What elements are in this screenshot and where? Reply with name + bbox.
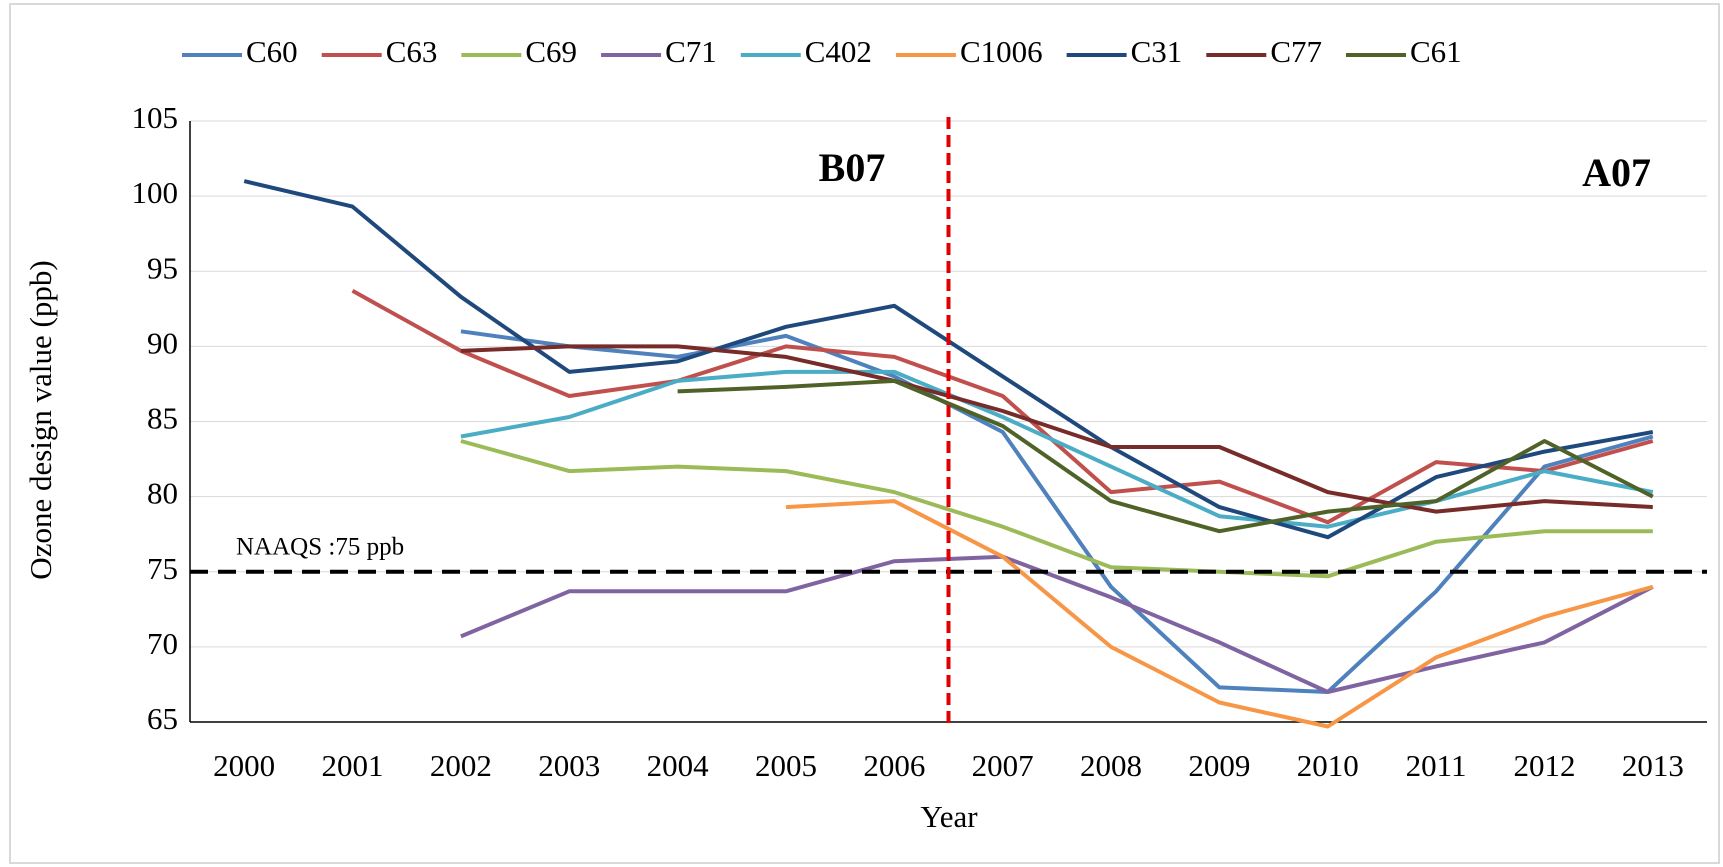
reference-label: NAAQS :75 ppb (236, 533, 404, 560)
y-tick-label: 85 (147, 401, 178, 436)
x-tick-label: 2003 (538, 748, 600, 783)
y-tick-label: 105 (132, 100, 179, 135)
annotation: B07 (819, 145, 886, 190)
legend-label: C61 (1410, 34, 1462, 69)
x-axis-title: Year (920, 799, 978, 834)
y-tick-label: 70 (147, 626, 178, 661)
series-line (460, 369, 1654, 529)
series-line (785, 499, 1654, 729)
annotation: A07 (1582, 150, 1651, 195)
x-tick-label: 2010 (1297, 748, 1359, 783)
series-line (460, 554, 1654, 694)
chart-frame (9, 3, 1720, 864)
series-line (460, 344, 1653, 514)
x-tick-label: 2013 (1622, 748, 1684, 783)
legend-label: C402 (805, 34, 872, 69)
x-tick-label: 2005 (755, 748, 817, 783)
series-line (460, 439, 1653, 579)
x-tick-label: 2000 (213, 748, 275, 783)
x-tick-label: 2002 (430, 748, 492, 783)
x-tick-label: 2008 (1080, 748, 1142, 783)
series-line (677, 378, 1654, 534)
legend-label: C60 (246, 34, 298, 69)
y-tick-label: 75 (147, 551, 178, 586)
x-tick-label: 2009 (1188, 748, 1250, 783)
y-axis-title: Ozone design value (ppb) (23, 260, 58, 579)
y-tick-label: 65 (147, 701, 178, 736)
x-tick-label: 2011 (1406, 748, 1467, 783)
legend-label: C1006 (960, 34, 1043, 69)
y-tick-label: 90 (147, 325, 178, 360)
x-tick-label: 2004 (647, 748, 710, 783)
y-tick-label: 80 (147, 476, 178, 511)
legend-label: C63 (386, 34, 438, 69)
x-tick-label: 2007 (972, 748, 1034, 783)
x-tick-label: 2006 (863, 748, 925, 783)
x-tick-label: 2012 (1513, 748, 1575, 783)
legend-label: C77 (1270, 34, 1322, 69)
y-tick-label: 100 (132, 175, 179, 210)
series-line (351, 289, 1654, 525)
y-tick-label: 95 (147, 250, 178, 285)
x-tick-label: 2001 (322, 748, 384, 783)
legend-label: C69 (525, 34, 577, 69)
legend-label: C71 (665, 34, 717, 69)
legend-label: C31 (1131, 34, 1183, 69)
